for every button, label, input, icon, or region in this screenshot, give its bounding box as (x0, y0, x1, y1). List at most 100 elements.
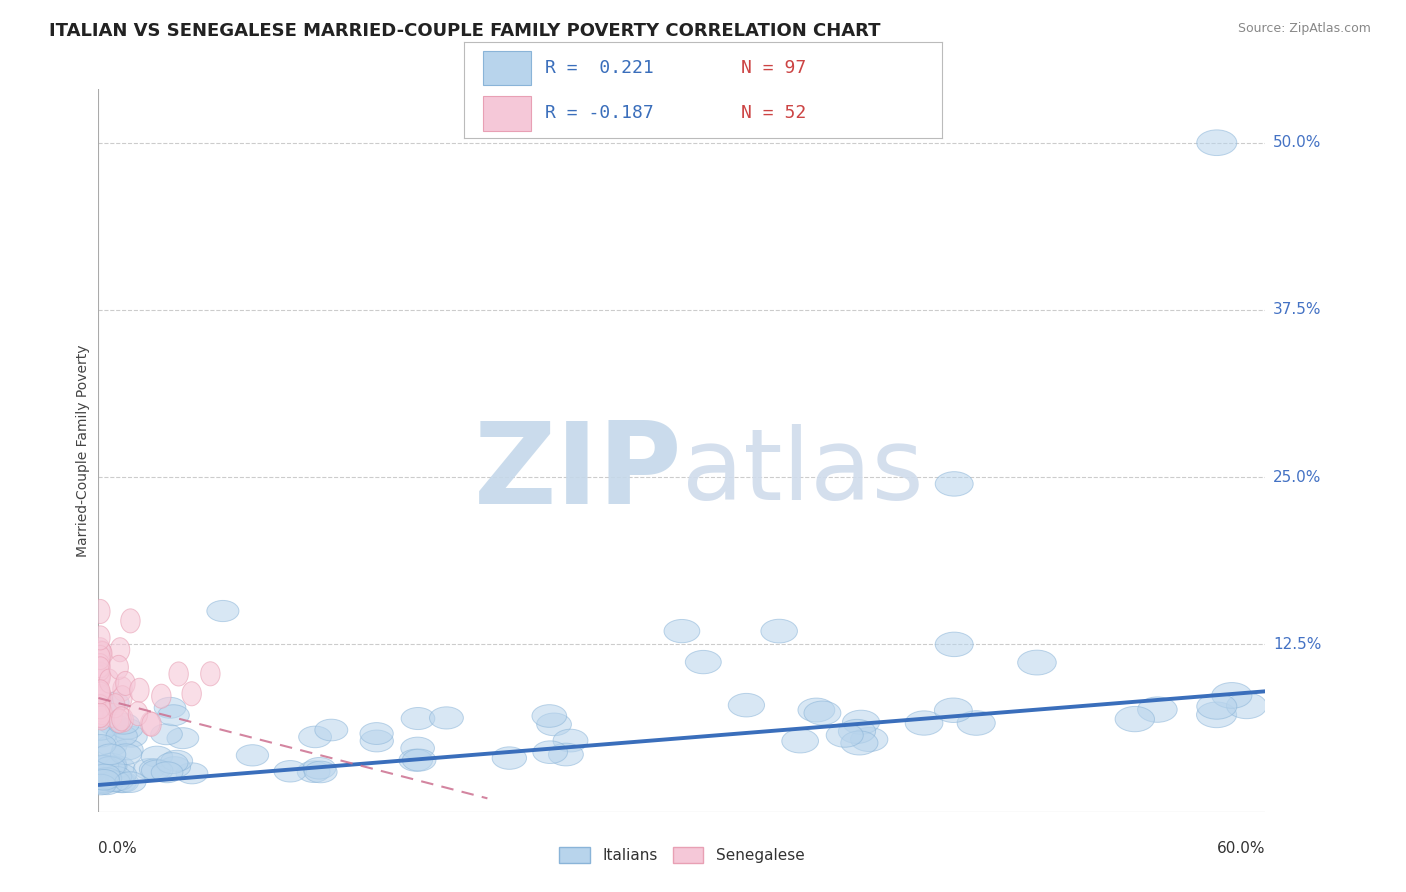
Ellipse shape (236, 745, 269, 766)
Ellipse shape (157, 705, 190, 726)
Ellipse shape (152, 684, 172, 708)
Ellipse shape (90, 626, 110, 650)
Ellipse shape (93, 686, 112, 710)
Ellipse shape (111, 744, 142, 764)
Text: 25.0%: 25.0% (1274, 470, 1322, 484)
Text: R =  0.221: R = 0.221 (546, 59, 654, 77)
Text: N = 97: N = 97 (741, 59, 807, 77)
Ellipse shape (91, 706, 111, 730)
Ellipse shape (685, 650, 721, 673)
Ellipse shape (111, 719, 143, 739)
Ellipse shape (93, 641, 112, 665)
Ellipse shape (1226, 693, 1267, 719)
Ellipse shape (169, 662, 188, 686)
Ellipse shape (401, 737, 434, 759)
Text: 50.0%: 50.0% (1274, 136, 1322, 150)
Ellipse shape (302, 757, 336, 779)
Text: 60.0%: 60.0% (1218, 841, 1265, 856)
Ellipse shape (84, 773, 115, 794)
Ellipse shape (105, 772, 136, 793)
Ellipse shape (155, 698, 186, 718)
Ellipse shape (90, 681, 110, 706)
Ellipse shape (90, 704, 110, 728)
Ellipse shape (90, 646, 110, 670)
Ellipse shape (90, 657, 110, 681)
Ellipse shape (142, 760, 173, 780)
Ellipse shape (86, 774, 117, 795)
Ellipse shape (533, 741, 568, 764)
Ellipse shape (429, 706, 464, 729)
Ellipse shape (360, 723, 394, 745)
Ellipse shape (121, 609, 141, 633)
Ellipse shape (108, 714, 139, 734)
Ellipse shape (150, 723, 183, 745)
Ellipse shape (1137, 697, 1177, 723)
Ellipse shape (905, 711, 943, 735)
Text: 0.0%: 0.0% (98, 841, 138, 856)
Ellipse shape (298, 726, 332, 747)
Ellipse shape (90, 695, 110, 719)
Ellipse shape (90, 704, 110, 728)
Ellipse shape (96, 753, 127, 774)
Ellipse shape (111, 706, 131, 731)
Ellipse shape (492, 747, 527, 769)
Ellipse shape (90, 701, 110, 725)
Ellipse shape (401, 707, 434, 730)
Ellipse shape (105, 764, 136, 785)
Ellipse shape (782, 729, 818, 753)
Ellipse shape (112, 739, 143, 760)
Ellipse shape (114, 707, 134, 731)
Ellipse shape (274, 761, 307, 782)
Ellipse shape (91, 694, 110, 718)
Ellipse shape (84, 700, 115, 721)
Ellipse shape (851, 727, 887, 752)
Ellipse shape (91, 774, 122, 795)
Ellipse shape (827, 723, 863, 747)
Ellipse shape (90, 697, 110, 721)
Ellipse shape (799, 698, 835, 722)
Ellipse shape (297, 761, 330, 782)
Ellipse shape (90, 684, 110, 708)
Ellipse shape (89, 770, 120, 790)
Ellipse shape (90, 666, 110, 690)
Ellipse shape (664, 619, 700, 643)
Ellipse shape (838, 719, 876, 743)
Ellipse shape (84, 769, 115, 789)
Ellipse shape (91, 698, 111, 722)
Ellipse shape (90, 680, 110, 704)
Ellipse shape (1115, 706, 1154, 731)
Ellipse shape (141, 746, 173, 767)
Ellipse shape (134, 758, 165, 780)
Ellipse shape (89, 764, 120, 785)
Ellipse shape (553, 729, 588, 752)
Ellipse shape (110, 638, 129, 662)
Ellipse shape (360, 730, 394, 752)
Ellipse shape (90, 768, 122, 789)
Ellipse shape (112, 677, 132, 701)
Ellipse shape (103, 703, 122, 727)
FancyBboxPatch shape (484, 95, 531, 130)
Ellipse shape (129, 678, 149, 702)
Ellipse shape (1197, 130, 1237, 155)
Ellipse shape (87, 772, 118, 792)
Ellipse shape (98, 771, 129, 791)
Text: Source: ZipAtlas.com: Source: ZipAtlas.com (1237, 22, 1371, 36)
Ellipse shape (100, 766, 132, 787)
Ellipse shape (100, 669, 120, 693)
Ellipse shape (90, 682, 110, 706)
Ellipse shape (112, 686, 132, 710)
Ellipse shape (201, 662, 221, 686)
Ellipse shape (761, 619, 797, 643)
Ellipse shape (94, 756, 125, 777)
Ellipse shape (104, 756, 135, 777)
Ellipse shape (90, 700, 110, 724)
Ellipse shape (87, 770, 118, 790)
Ellipse shape (91, 687, 111, 711)
Ellipse shape (402, 749, 436, 772)
Ellipse shape (115, 772, 146, 792)
Ellipse shape (90, 599, 110, 624)
Ellipse shape (935, 698, 973, 723)
Ellipse shape (537, 713, 571, 736)
Text: 37.5%: 37.5% (1274, 302, 1322, 318)
Ellipse shape (728, 693, 765, 717)
